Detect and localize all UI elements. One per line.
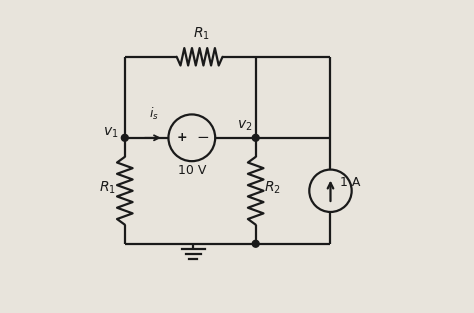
Text: $i_s$: $i_s$ xyxy=(149,106,159,122)
Text: −: − xyxy=(196,130,209,145)
Text: 1 A: 1 A xyxy=(339,177,360,189)
Circle shape xyxy=(252,240,259,247)
Text: 10 V: 10 V xyxy=(178,164,206,177)
Circle shape xyxy=(121,134,128,141)
Circle shape xyxy=(252,134,259,141)
Text: +: + xyxy=(177,131,187,144)
Text: $v_2$: $v_2$ xyxy=(237,118,253,132)
Text: $R_1$: $R_1$ xyxy=(99,179,116,196)
Text: $R_2$: $R_2$ xyxy=(264,179,281,196)
Text: $v_1$: $v_1$ xyxy=(103,126,118,140)
Text: $R_1$: $R_1$ xyxy=(193,25,210,42)
